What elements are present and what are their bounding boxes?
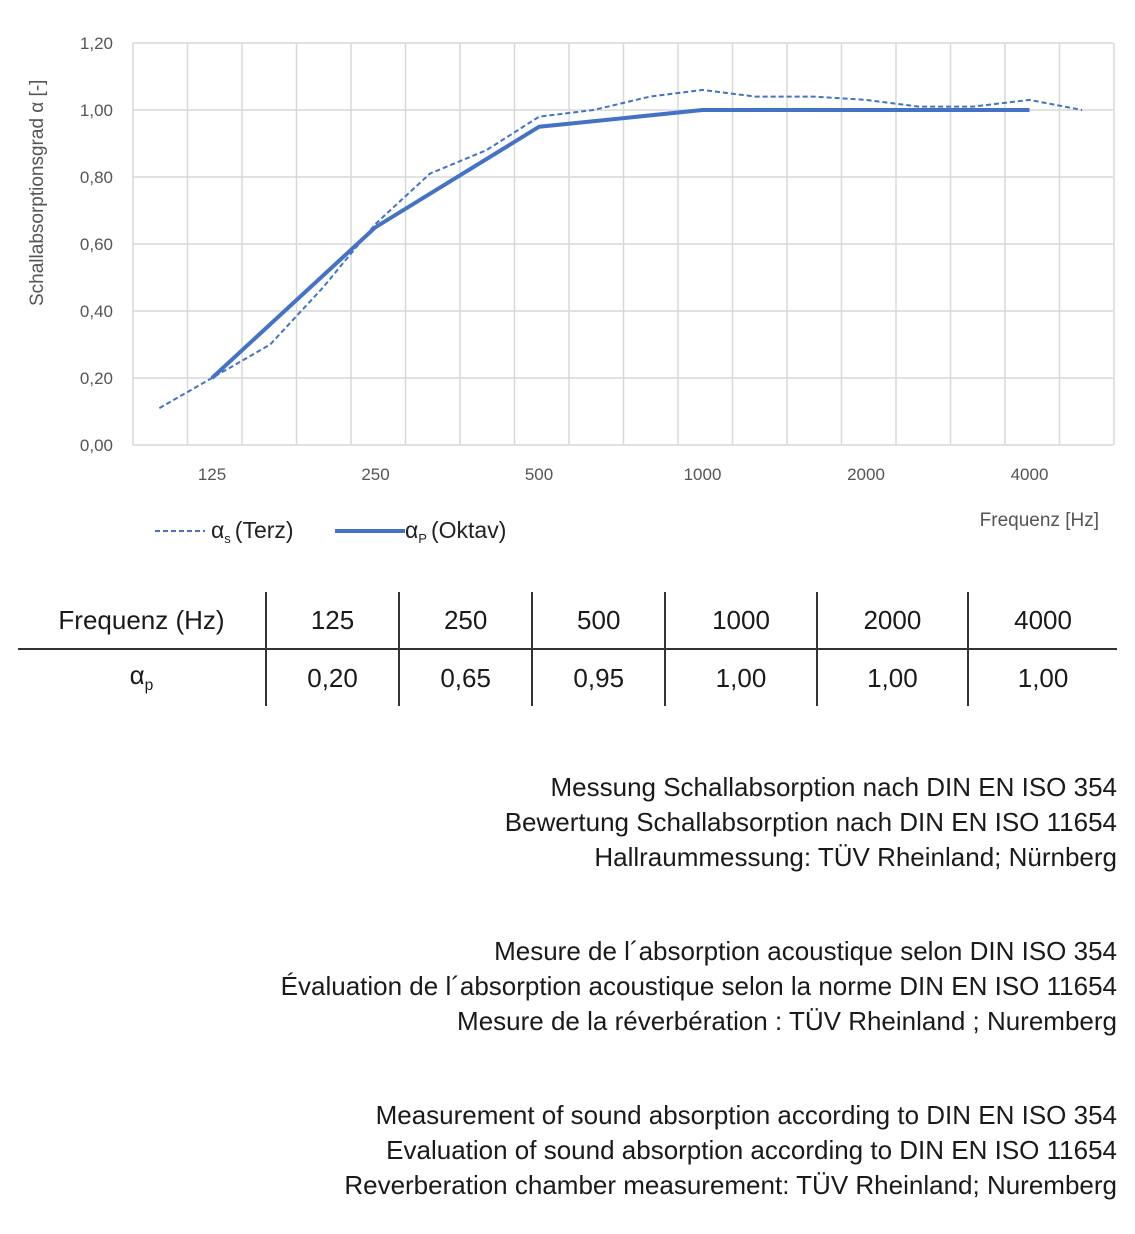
x-tick-labels: 125 250 500 1000 2000 4000 — [198, 465, 1049, 484]
value-cell: 1,00 — [664, 649, 817, 706]
note-line: Measurement of sound absorption accordin… — [375, 1100, 1117, 1130]
table-header-row: Frequenz (Hz) 125 250 500 1000 2000 4000 — [18, 592, 1117, 650]
series-line-oktav — [210, 108, 1030, 380]
legend-label-terz: αs (Terz) — [211, 517, 294, 546]
note-line: Reverberation chamber measurement: TÜV R… — [344, 1170, 1117, 1200]
notes-german: Messung Schallabsorption nach DIN EN ISO… — [505, 770, 1117, 875]
value-cell: 1,00 — [815, 649, 969, 706]
note-line: Évaluation de l´absorption acoustique se… — [280, 971, 1117, 1001]
note-line: Bewertung Schallabsorption nach DIN EN I… — [504, 807, 1117, 837]
x-tick-label: 125 — [198, 465, 226, 484]
y-tick-labels: 0,00 0,20 0,40 0,60 0,80 1,00 1,20 — [80, 34, 113, 455]
table-row: αp 0,20 0,65 0,95 1,00 1,00 1,00 — [18, 649, 1117, 706]
note-line: Hallraummessung: TÜV Rheinland; Nürnberg — [594, 842, 1117, 872]
value-cell: 1,00 — [967, 649, 1117, 706]
freq-cell: 4000 — [967, 592, 1117, 650]
x-tick-label: 2000 — [847, 465, 885, 484]
freq-cell: 500 — [531, 592, 666, 650]
chart-lines — [158, 88, 1083, 409]
y-tick-label: 0,00 — [80, 436, 113, 455]
absorption-chart: 0,00 0,20 0,40 0,60 0,80 1,00 1,20 125 250 500 10… — [27, 34, 1115, 546]
y-tick-label: 0,20 — [80, 369, 113, 388]
freq-cell: 2000 — [815, 592, 969, 650]
legend: αs (Terz) αP (Oktav) — [155, 517, 506, 546]
notes-english: Measurement of sound absorption accordin… — [344, 1098, 1117, 1203]
x-tick-label: 500 — [525, 465, 553, 484]
note-line: Messung Schallabsorption nach DIN EN ISO… — [550, 772, 1117, 802]
note-line: Mesure de la réverbération : TÜV Rheinla… — [457, 1006, 1117, 1036]
y-tick-label: 1,20 — [80, 34, 113, 53]
freq-cell: 125 — [264, 592, 400, 650]
row-label: αp — [129, 660, 154, 695]
series-line-terz — [158, 88, 1083, 409]
note-line: Mesure de l´absorption acoustique selon … — [494, 936, 1117, 966]
freq-cell: 1000 — [664, 592, 817, 650]
value-cell: 0,65 — [398, 649, 533, 706]
x-tick-label: 1000 — [684, 465, 722, 484]
x-axis-title: Frequenz [Hz] — [980, 510, 1099, 531]
note-line: Evaluation of sound absorption according… — [386, 1135, 1117, 1165]
absorption-table: Frequenz (Hz) 125 250 500 1000 2000 4000… — [18, 592, 1117, 706]
freq-cell: 250 — [398, 592, 533, 650]
legend-label-oktav: αP (Oktav) — [405, 517, 506, 546]
x-tick-label: 250 — [361, 465, 389, 484]
y-tick-label: 0,60 — [80, 235, 113, 254]
notes-french: Mesure de l´absorption acoustique selon … — [281, 934, 1117, 1039]
y-tick-label: 1,00 — [80, 101, 113, 120]
x-tick-label: 4000 — [1011, 465, 1049, 484]
value-cell: 0,95 — [531, 649, 666, 706]
value-cell: 0,20 — [264, 649, 400, 706]
y-tick-label: 0,80 — [80, 168, 113, 187]
y-tick-label: 0,40 — [80, 302, 113, 321]
y-axis-title: Schallabsorptionsgrad α [-] — [27, 80, 48, 306]
header-label: Frequenz (Hz) — [18, 592, 266, 650]
